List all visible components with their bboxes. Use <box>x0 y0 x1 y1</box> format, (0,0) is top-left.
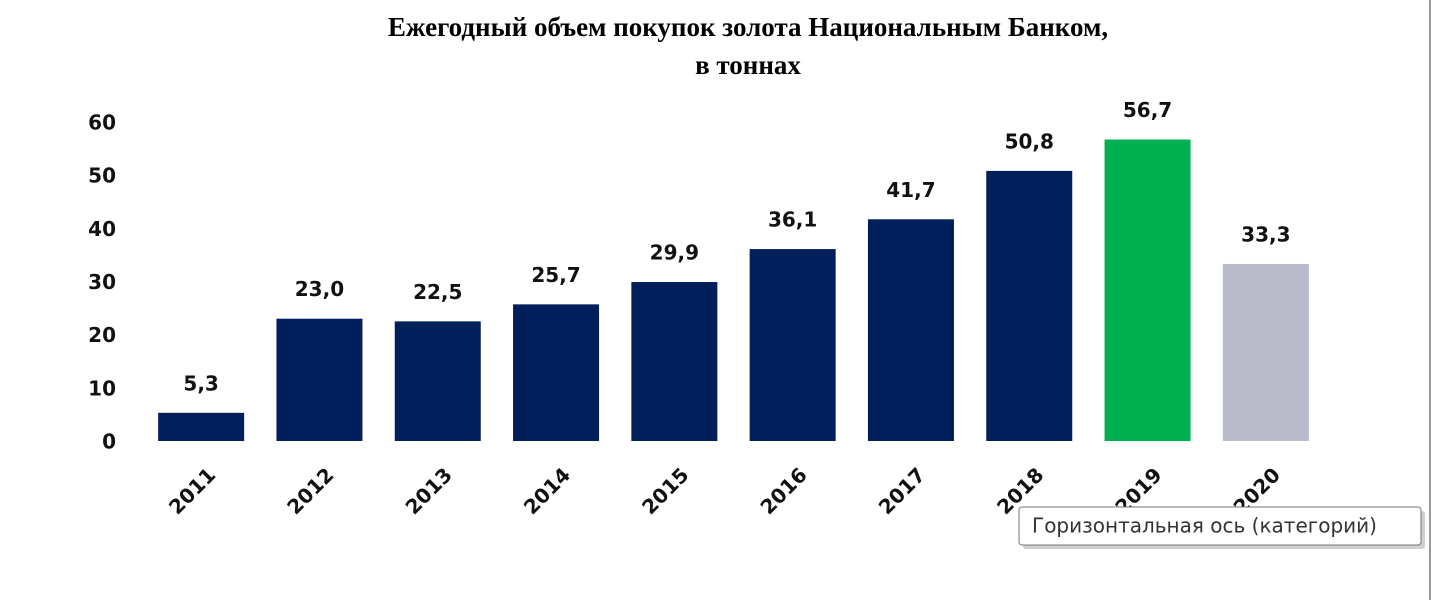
bar <box>394 321 481 441</box>
y-tick-label: 40 <box>88 217 116 241</box>
x-tick-label: 2012 <box>282 463 338 519</box>
bar <box>1104 139 1191 442</box>
bar <box>513 304 600 441</box>
value-label: 33,3 <box>1241 222 1290 246</box>
value-label: 5,3 <box>183 371 218 395</box>
plot: 0 10 20 30 40 50 60 5,3 2011 23,0 2012 22,5 2013 25,7… <box>88 98 1309 519</box>
x-tick-label: 2011 <box>164 463 220 519</box>
tooltip-text: Горизонтальная ось (категорий) <box>1032 514 1377 538</box>
chart-title: в тоннах <box>695 50 801 80</box>
y-tick-label: 60 <box>88 111 116 135</box>
chart-title: Ежегодный объем покупок золота Националь… <box>388 12 1108 42</box>
x-tick-label: 2014 <box>519 463 575 519</box>
bar <box>158 412 245 441</box>
value-label: 56,7 <box>1123 98 1172 122</box>
value-label: 36,1 <box>768 208 817 232</box>
bar <box>749 249 836 441</box>
bar <box>867 219 954 441</box>
y-tick-label: 20 <box>88 323 116 347</box>
value-label: 50,8 <box>1005 129 1054 153</box>
tooltip-box <box>1018 506 1422 546</box>
y-tick-label: 50 <box>88 164 116 188</box>
y-tick-label: 0 <box>102 430 116 454</box>
value-label: 22,5 <box>413 280 462 304</box>
tooltip: Горизонтальная ось (категорий) <box>1018 506 1425 549</box>
x-tick-label: 2013 <box>401 463 457 519</box>
x-tick-label: 2017 <box>874 463 930 519</box>
value-label: 41,7 <box>886 178 935 202</box>
bar <box>986 170 1073 441</box>
x-tick-label: 2015 <box>637 463 693 519</box>
y-tick-label: 30 <box>88 270 116 294</box>
bar <box>276 318 363 441</box>
value-label: 23,0 <box>295 277 344 301</box>
value-label: 25,7 <box>531 263 580 287</box>
value-label: 29,9 <box>650 241 699 265</box>
bar <box>631 282 718 441</box>
y-tick-label: 10 <box>88 376 116 400</box>
x-tick-label: 2016 <box>755 463 811 519</box>
bar <box>1222 263 1309 441</box>
